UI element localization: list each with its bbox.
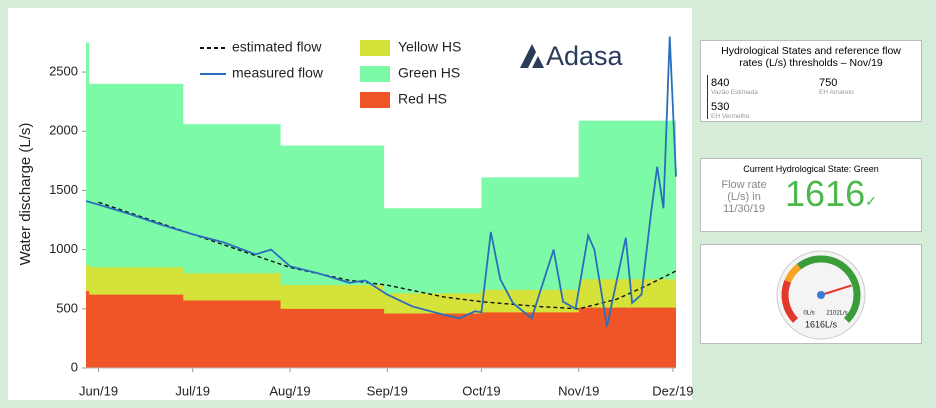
check-icon: ✓ (865, 193, 877, 209)
gauge-band (796, 255, 861, 323)
x-tick-label: Sep/19 (367, 383, 408, 398)
threshold-item: 530 EH Vermelho (711, 101, 749, 120)
gauge-value-label: 1616L/s (805, 319, 838, 329)
legend-label: Green HS (398, 65, 460, 81)
x-tick-label: Jul/19 (175, 383, 210, 398)
gauge-max-label: 2102L/s (826, 311, 847, 317)
legend-swatch (360, 66, 390, 82)
gauge-needle (820, 284, 852, 296)
gauge-band (784, 263, 802, 283)
x-tick-label: Nov/19 (558, 383, 599, 398)
gauge-panel: 0L/s 2102L/s 1616L/s (700, 244, 922, 344)
x-tick-label: Dez/19 (652, 383, 693, 398)
threshold-value: 530 (711, 101, 730, 113)
logo-text: Adasa (546, 41, 624, 71)
state-title: Current Hydrological State: Green (743, 164, 879, 174)
gauge-min-label: 0L/s (803, 311, 814, 317)
state-value: 1616✓ (785, 173, 877, 215)
gauge-band (781, 279, 799, 323)
logo: Adasa (520, 41, 624, 71)
threshold-value: 840 (711, 77, 730, 89)
state-value-text: 1616 (785, 173, 866, 214)
area (86, 291, 676, 368)
y-tick-label: 0 (71, 359, 78, 374)
legend-label: Red HS (398, 91, 447, 107)
x-tick-label: Jun/19 (79, 383, 118, 398)
threshold-label: Vazão Estimada (711, 89, 758, 96)
y-tick-label: 1500 (49, 182, 78, 197)
state-caption: Flow rate (L/s) in 11/30/19 (721, 179, 767, 215)
legend-label: measured flow (232, 65, 324, 81)
y-tick-label: 2000 (49, 123, 78, 138)
legend-swatch (360, 40, 390, 56)
gauge: 0L/s 2102L/s 1616L/s (776, 250, 866, 340)
divider (707, 75, 708, 119)
legend-label: estimated flow (232, 39, 322, 55)
gauge-hub (817, 291, 825, 299)
y-tick-label: 1000 (49, 241, 78, 256)
line (85, 36, 677, 327)
line (98, 201, 677, 310)
legend-label: Yellow HS (398, 39, 461, 55)
y-tick-label: 2500 (49, 64, 78, 79)
legend-swatch (360, 92, 390, 108)
threshold-item: 840 Vazão Estimada (711, 77, 758, 96)
threshold-item: 750 EH Amarelo (819, 77, 854, 96)
thresholds-panel: Hydrological States and reference flow r… (700, 40, 922, 122)
state-panel: Current Hydrological State: Green Flow r… (700, 158, 922, 232)
panel-title: Hydrological States and reference flow r… (721, 45, 901, 69)
x-tick-label: Aug/19 (269, 383, 310, 398)
y-axis-label: Water discharge (L/s) (17, 123, 34, 266)
y-tick-label: 500 (56, 300, 78, 315)
x-tick-label: Oct/19 (462, 383, 500, 398)
threshold-value: 750 (819, 77, 838, 89)
threshold-label: EH Amarelo (819, 89, 854, 96)
threshold-label: EH Vermelho (711, 113, 750, 120)
